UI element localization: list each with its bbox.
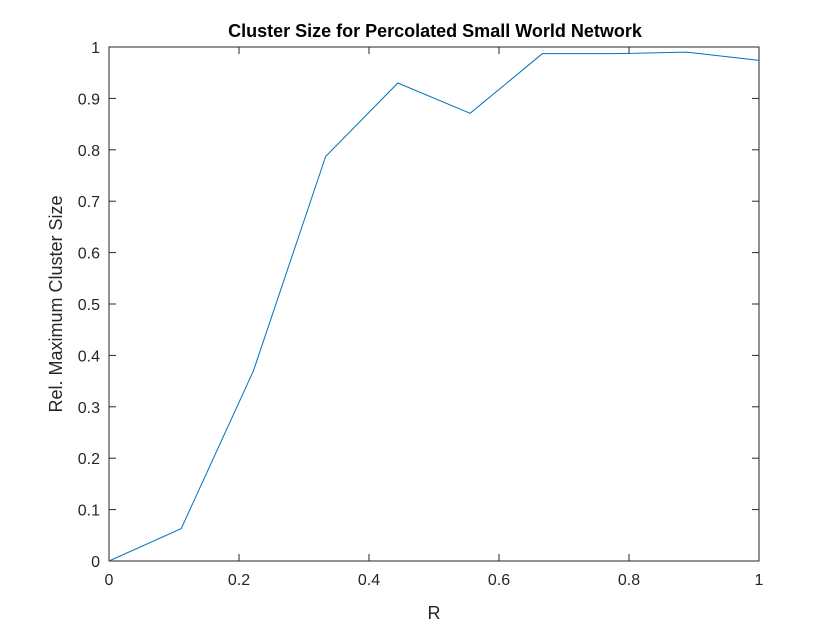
- x-tick-label: 0.8: [618, 572, 640, 589]
- y-tick-label: 1: [91, 40, 100, 57]
- y-tick-label: 0.2: [78, 451, 100, 468]
- y-tick-label: 0: [91, 554, 100, 571]
- axis-ticks: 0 0.2 0.4 0.6 0.8 1 0 0.1 0.2 0.3 0.4 0.5 0.6 0.7 0.8 0…: [78, 40, 764, 589]
- y-tick-label: 0.8: [78, 143, 100, 160]
- y-tick-label: 0.7: [78, 194, 100, 211]
- y-tick-label: 0.9: [78, 91, 100, 108]
- chart-title: Cluster Size for Percolated Small World …: [228, 21, 643, 41]
- x-tick-label: 0.4: [358, 572, 380, 589]
- y-axis-label: Rel. Maximum Cluster Size: [46, 195, 66, 412]
- x-tick-label: 0: [105, 572, 114, 589]
- x-tick-label: 1: [755, 572, 764, 589]
- plot-area: [108, 46, 760, 562]
- x-tick-label: 0.2: [228, 572, 250, 589]
- x-axis-label: R: [428, 603, 441, 623]
- y-tick-label: 0.4: [78, 348, 100, 365]
- y-tick-label: 0.1: [78, 503, 100, 520]
- y-tick-label: 0.3: [78, 400, 100, 417]
- y-tick-label: 0.5: [78, 297, 100, 314]
- y-tick-label: 0.6: [78, 246, 100, 263]
- x-tick-label: 0.6: [488, 572, 510, 589]
- series-layer: [108, 51, 760, 562]
- series-line: [108, 51, 760, 562]
